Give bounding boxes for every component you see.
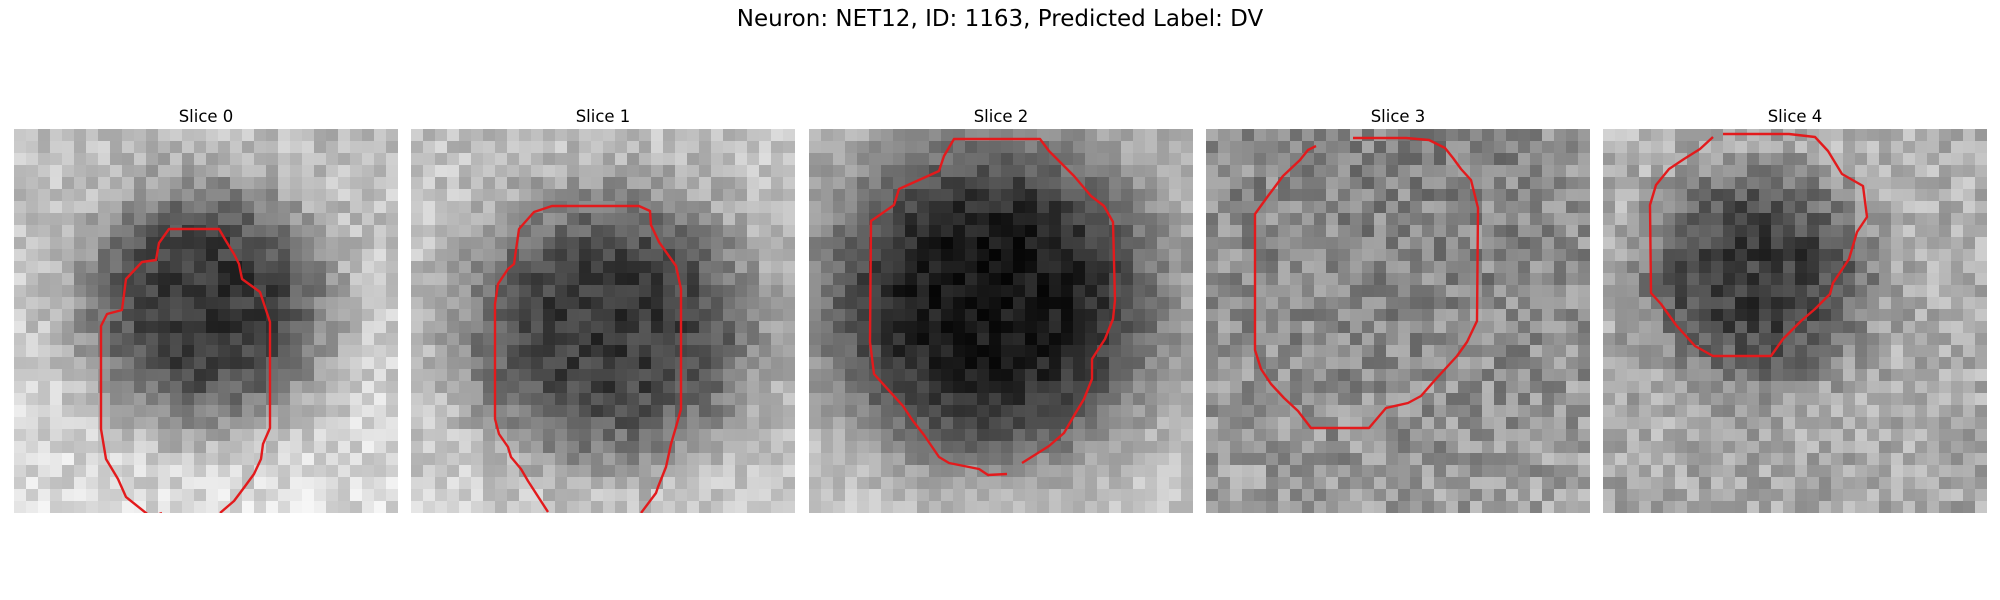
slice-title: Slice 0 [178, 107, 234, 126]
pixel-grid [809, 129, 1193, 513]
segmentation-contour [1253, 136, 1480, 430]
segmentation-contour [493, 204, 683, 513]
slice-image [14, 129, 398, 513]
segmentation-contour [1648, 132, 1869, 358]
pixel-grid [1603, 129, 1987, 513]
slice-panel: Slice 2 [809, 105, 1193, 513]
slice-panel: Slice 3 [1206, 105, 1590, 513]
slice-panel: Slice 0 [14, 105, 398, 513]
slice-title: Slice 4 [1767, 107, 1823, 126]
pixel-grid [1206, 129, 1590, 513]
figure-title: Neuron: NET12, ID: 1163, Predicted Label… [736, 6, 1264, 32]
segmentation-contour [99, 227, 272, 513]
slice-image [1206, 129, 1590, 513]
slice-image [411, 129, 795, 513]
slice-image [1603, 129, 1987, 513]
slice-title: Slice 1 [575, 107, 631, 126]
slice-title: Slice 3 [1370, 107, 1426, 126]
pixel-grid [411, 129, 795, 513]
slice-panel: Slice 4 [1603, 105, 1987, 513]
segmentation-contour [868, 137, 1117, 477]
slice-title: Slice 2 [973, 107, 1029, 126]
slice-panel: Slice 1 [411, 105, 795, 513]
pixel-grid [14, 129, 398, 513]
slice-image [809, 129, 1193, 513]
